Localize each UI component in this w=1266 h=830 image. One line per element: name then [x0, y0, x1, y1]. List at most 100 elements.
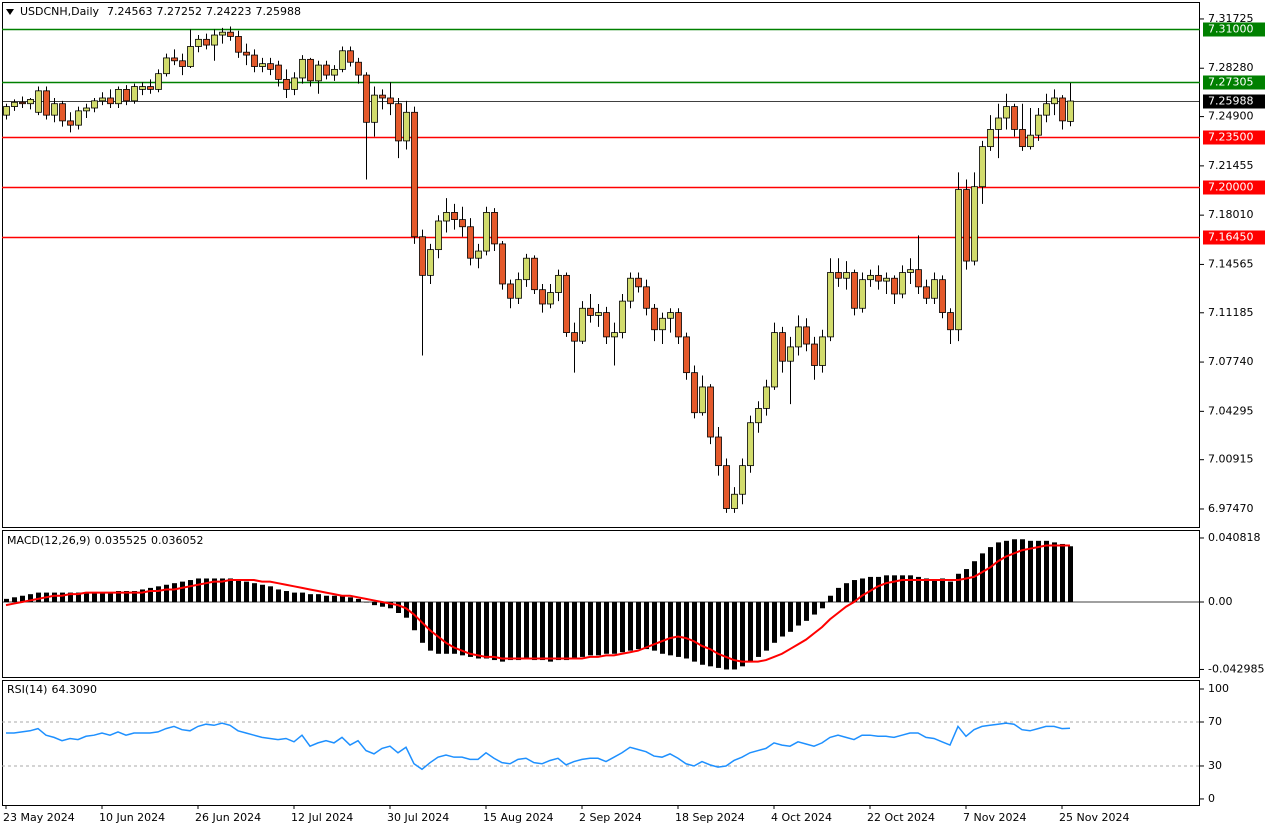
macd-bar [1028, 540, 1033, 603]
macd-bar [396, 602, 401, 613]
candle-body [195, 38, 202, 47]
macd-bar [156, 586, 161, 603]
candle-body [371, 94, 378, 123]
macd-bar [636, 602, 641, 650]
x-tick-label: 15 Aug 2024 [483, 811, 553, 824]
candle-body [827, 272, 834, 338]
candle-body [1019, 129, 1026, 148]
candle-body [203, 38, 210, 46]
macd-bar [836, 587, 841, 603]
candle-body [667, 312, 674, 319]
macd-bar [132, 591, 137, 603]
macd-bar [908, 575, 913, 603]
macd-bar [164, 584, 169, 603]
macd-bar [612, 602, 617, 654]
candle-body [875, 274, 882, 282]
price-header: USDCNH,Daily 7.24563 7.27252 7.24223 7.25988 [20, 5, 301, 18]
level-label: 7.16450 [1208, 231, 1254, 244]
candle-body [515, 279, 522, 299]
macd-bar [548, 602, 553, 662]
macd-bar [684, 602, 689, 659]
candle-body [99, 97, 106, 102]
candle-body [715, 436, 722, 467]
candle-body [187, 46, 194, 67]
macd-bar [508, 602, 513, 661]
candle-body [323, 64, 330, 76]
macd-bar [364, 602, 369, 603]
macd-bar [324, 595, 329, 603]
low-value: 7.24223 [206, 5, 252, 18]
candle-body [731, 493, 738, 509]
macd-bar [116, 591, 121, 603]
macd-bar [348, 597, 353, 603]
candle-body [859, 279, 866, 309]
macd-bar [428, 602, 433, 651]
candle-body [435, 220, 442, 251]
macd-bar [940, 578, 945, 603]
candle-body [475, 250, 482, 259]
candle-body [75, 110, 82, 126]
candle-body [363, 74, 370, 123]
y-tick-label: -0.042985 [1208, 662, 1264, 675]
macd-bar [596, 602, 601, 656]
close-value: 7.25988 [256, 5, 302, 18]
y-tick-label: 70 [1208, 715, 1222, 728]
candle-body [91, 100, 98, 109]
level-label: 7.27305 [1208, 76, 1254, 89]
macd-bar [252, 583, 257, 603]
macd-bar [284, 591, 289, 603]
candle-body [755, 408, 762, 424]
macd-bar [276, 589, 281, 603]
level-label-box [1203, 180, 1265, 195]
candle-body [883, 277, 890, 282]
macd-bar [716, 602, 721, 668]
macd-bar [540, 602, 545, 661]
macd-bar [204, 578, 209, 603]
macd-bar [884, 575, 889, 603]
macd-bar [148, 587, 153, 603]
rsi-line [6, 722, 1071, 771]
macd-bar [316, 594, 321, 603]
candle-body [779, 332, 786, 362]
macd-bar [468, 602, 473, 657]
macd-bar [100, 592, 105, 603]
macd-bar [1060, 543, 1065, 603]
macd-title: MACD(12,26,9) [7, 534, 91, 547]
macd-bar [1012, 539, 1017, 603]
candle-body [555, 274, 562, 293]
candle-body [819, 336, 826, 366]
level-label-box [1203, 130, 1265, 145]
candle-body [971, 186, 978, 262]
y-tick-label: 0.040818 [1208, 531, 1261, 544]
candle-body [131, 86, 138, 102]
candle-body [387, 97, 394, 105]
macd-bar [764, 602, 769, 651]
macd-bar [892, 575, 897, 603]
macd-bar [180, 581, 185, 603]
candle-body [947, 312, 954, 331]
level-label: 7.25988 [1208, 95, 1254, 108]
macd-bar [572, 602, 577, 659]
candle-body [291, 77, 298, 90]
level-label-box [1203, 230, 1265, 245]
macd-bar [236, 580, 241, 603]
macd-bar [996, 542, 1001, 603]
candle-body [611, 332, 618, 338]
macd-bar [332, 595, 337, 603]
y-tick-label: 6.97470 [1208, 502, 1254, 515]
x-tick-label: 18 Sep 2024 [675, 811, 745, 824]
macd-bar [212, 578, 217, 603]
macd-bar [556, 602, 561, 661]
macd-bar [700, 602, 705, 665]
level-label: 7.31000 [1208, 23, 1254, 36]
x-tick-label: 25 Nov 2024 [1059, 811, 1129, 824]
candle-body [19, 101, 26, 105]
y-tick-label: 7.28280 [1208, 61, 1254, 74]
candle-body [979, 146, 986, 188]
candle-body [539, 289, 546, 305]
y-tick-label: 7.24900 [1208, 110, 1254, 123]
candle-body [411, 111, 418, 238]
candle-body [963, 189, 970, 262]
x-tick-label: 23 May 2024 [3, 811, 75, 824]
